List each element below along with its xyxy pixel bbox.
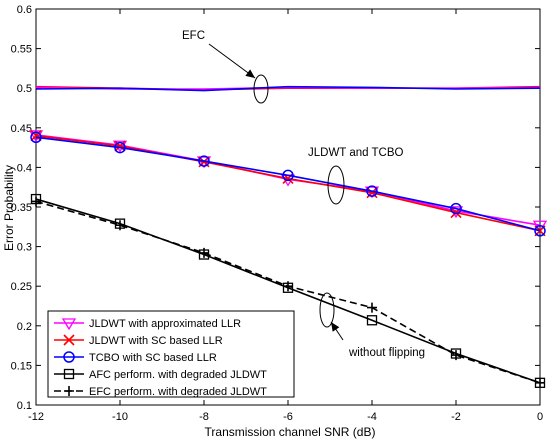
y-tick-label: 0.2	[17, 321, 32, 333]
annotation-jldwt-tcbo: JLDWT and TCBO	[308, 147, 403, 159]
data-point	[367, 302, 377, 313]
x-axis-label: Transmission channel SNR (dB)	[205, 425, 376, 439]
efc-series-group	[35, 85, 541, 92]
arrow-shaft	[208, 43, 256, 79]
data-point	[366, 185, 378, 197]
data-point	[30, 130, 42, 142]
jldwt-ellipse	[327, 165, 345, 205]
legend-marker	[63, 368, 75, 380]
x-tick-label: -10	[112, 411, 128, 423]
data-point	[366, 315, 378, 326]
y-tick-label: 0.4	[17, 162, 32, 174]
legend-item: JLDWT with approximated LLR	[54, 318, 241, 331]
efc-series-line	[35, 85, 541, 92]
series-line	[35, 136, 541, 232]
y-tick-label: 0.5	[17, 83, 32, 95]
tick-marks	[35, 8, 541, 406]
legend-label: AFC perform. with degraded JLDWT	[89, 369, 267, 381]
y-tick-label: 0.1	[17, 400, 32, 412]
noflip-arrow	[330, 321, 344, 341]
y-tick-label: 0.55	[11, 44, 32, 56]
y-axis-label: Error Probability	[2, 165, 16, 251]
series-circle	[30, 131, 546, 237]
arrow-head	[245, 69, 255, 78]
y-tick-label: 0.25	[11, 281, 32, 293]
data-point	[115, 220, 125, 231]
legend-label: TCBO with SC based LLR	[89, 352, 217, 364]
data-point	[114, 140, 126, 152]
arrow-head	[331, 322, 340, 332]
data-point	[450, 202, 462, 215]
efc-ellipse	[253, 74, 269, 104]
data-point	[366, 187, 378, 199]
data-point	[31, 196, 41, 207]
data-point	[535, 377, 545, 388]
y-tick-label: 0.35	[11, 202, 32, 214]
legend-item: AFC perform. with degraded JLDWT	[54, 368, 267, 381]
data-point	[114, 141, 126, 154]
legend: JLDWT with approximated LLR JLDWT with SC…	[47, 310, 295, 398]
x-tick-label: -6	[283, 411, 293, 423]
y-tick-label: 0.45	[11, 123, 32, 135]
legend-label: EFC perform. with degraded JLDWT	[89, 386, 267, 398]
data-point	[451, 350, 461, 361]
legend-item: EFC perform. with degraded JLDWT	[54, 386, 267, 398]
legend-marker	[61, 318, 77, 331]
annotation-efc: EFC	[182, 30, 205, 42]
x-tick-label: -8	[199, 411, 209, 423]
legend-item: JLDWT with SC based LLR	[54, 334, 223, 347]
data-point	[534, 225, 546, 237]
series-plus	[31, 196, 545, 388]
y-tick-label: 0.15	[11, 360, 32, 372]
legend-label: JLDWT with approximated LLR	[89, 318, 241, 330]
data-point	[282, 169, 294, 182]
tick-labels: -12 -10 -8 -6 -4 -2 0 0.1 0.15 0.2 0.25 0.3 0.35 0.4 0…	[11, 4, 543, 423]
y-tick-label: 0.6	[17, 4, 32, 16]
legend-marker	[63, 334, 75, 346]
series-x	[30, 130, 546, 237]
legend-marker	[63, 351, 75, 363]
x-tick-label: 0	[537, 411, 543, 423]
data-point	[283, 281, 293, 292]
annotation-without-flipping: without flipping	[348, 347, 425, 359]
legend-box	[47, 310, 295, 398]
annotations: EFC JLDWT and TCBO without flipping	[182, 30, 425, 359]
noflip-ellipse	[319, 292, 335, 328]
x-tick-label: -12	[28, 411, 44, 423]
x-tick-label: -4	[367, 411, 377, 423]
efc-arrow	[208, 43, 256, 79]
series-line	[35, 134, 541, 232]
legend-item: TCBO with SC based LLR	[54, 351, 217, 364]
series-lines	[28, 85, 548, 388]
legend-label: JLDWT with SC based LLR	[89, 335, 223, 347]
data-point	[199, 247, 209, 258]
y-tick-label: 0.3	[17, 242, 32, 254]
legend-items: JLDWT with approximated LLR JLDWT with SC…	[54, 318, 267, 398]
x-tick-label: -2	[451, 411, 461, 423]
data-point	[198, 155, 210, 167]
legend-marker	[64, 386, 74, 396]
data-point	[30, 131, 42, 144]
